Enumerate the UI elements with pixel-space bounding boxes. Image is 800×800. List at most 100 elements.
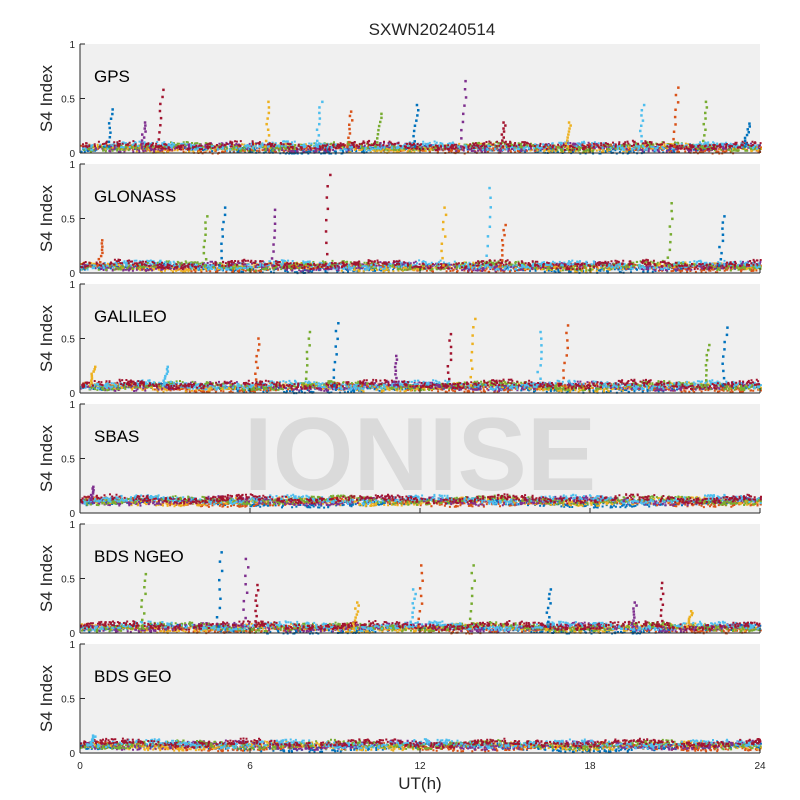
- spike-point: [202, 251, 206, 255]
- spike-point: [666, 256, 670, 259]
- y-tick-label: 0: [69, 149, 75, 160]
- spike-point: [108, 136, 112, 139]
- spike-point: [661, 592, 665, 596]
- spike-point: [687, 617, 691, 621]
- spike-point: [417, 617, 420, 621]
- spike-point: [264, 139, 268, 143]
- spike-point: [203, 239, 206, 243]
- spike-point: [254, 599, 257, 602]
- spike-point: [473, 579, 476, 582]
- spike-point: [676, 101, 680, 104]
- spike-point: [326, 207, 330, 211]
- spike-point: [468, 617, 472, 621]
- spike-point: [661, 603, 665, 606]
- spike-point: [165, 368, 169, 371]
- spike-point: [640, 124, 643, 127]
- x-tick-label: 6: [247, 761, 253, 772]
- spike-point: [722, 376, 726, 380]
- spike-point: [449, 345, 453, 349]
- spike-point: [459, 145, 463, 148]
- spike-point: [414, 592, 417, 596]
- panel-label: GLONASS: [94, 187, 176, 206]
- spike-point: [90, 377, 94, 380]
- spike-point: [143, 579, 147, 582]
- spike-point: [420, 602, 424, 605]
- spike-point: [748, 122, 751, 125]
- spike-point: [202, 245, 206, 249]
- spike: [107, 108, 114, 148]
- spike-point: [412, 129, 416, 133]
- spike-point: [158, 109, 162, 113]
- spike-point: [380, 112, 383, 116]
- spike-point: [721, 239, 725, 243]
- spike-point: [632, 619, 635, 622]
- spike-point: [348, 127, 351, 131]
- spike-point: [502, 127, 505, 130]
- spike-point: [218, 606, 222, 610]
- spike-point: [703, 134, 706, 137]
- spike-point: [474, 317, 477, 321]
- spike-point: [166, 370, 170, 373]
- panel-sbas: 0 0.5 1 SBAS S4 Index: [37, 400, 762, 520]
- spike-point: [334, 345, 337, 348]
- spike-point: [413, 124, 417, 127]
- spike-point: [204, 258, 208, 261]
- spike-point: [489, 206, 492, 209]
- spike-point: [379, 120, 382, 124]
- spike-point: [324, 230, 328, 233]
- spike-point: [354, 616, 357, 619]
- spike-point: [141, 625, 144, 628]
- spike: [562, 324, 570, 387]
- spike-point: [470, 587, 474, 590]
- spike-point: [143, 612, 146, 615]
- y-tick-label: 0.5: [61, 455, 75, 466]
- spike-point: [472, 564, 475, 567]
- y-tick-label: 0: [69, 629, 75, 640]
- spike-point: [411, 611, 414, 614]
- spike-point: [536, 370, 539, 374]
- spike-point: [567, 121, 571, 124]
- spike-point: [354, 607, 357, 610]
- spike-point: [90, 379, 93, 382]
- spike-point: [220, 249, 223, 253]
- spike-point: [217, 625, 220, 628]
- spike-point: [409, 620, 412, 624]
- spike-point: [677, 86, 680, 89]
- spike-point: [255, 354, 258, 358]
- spike-point: [242, 599, 246, 603]
- spike-point: [469, 625, 472, 628]
- spike-point: [394, 369, 398, 372]
- spike-point: [565, 354, 568, 357]
- spike-point: [377, 128, 380, 132]
- spike-point: [717, 264, 721, 267]
- spike-point: [333, 384, 336, 387]
- spike-point: [486, 235, 490, 238]
- series-points: [81, 378, 761, 391]
- panel-label: BDS NGEO: [94, 547, 184, 566]
- panel-bds-ngeo: 0 0.5 1 BDS NGEO S4 Index: [37, 520, 762, 640]
- spike-point: [488, 186, 491, 190]
- spike-point: [411, 616, 414, 619]
- spike-point: [352, 622, 355, 625]
- spike-point: [671, 217, 674, 221]
- spike-point: [348, 132, 352, 135]
- spike-point: [668, 264, 671, 267]
- spike-point: [639, 129, 642, 133]
- spike-point: [723, 340, 726, 344]
- spike-point: [566, 136, 569, 139]
- spike-point: [688, 615, 692, 619]
- spike: [468, 564, 476, 628]
- spike-point: [640, 114, 643, 117]
- panel-background: [80, 164, 760, 273]
- spike-point: [92, 736, 95, 739]
- spike-point: [548, 592, 551, 596]
- spike-point: [444, 235, 447, 238]
- series-points: [80, 737, 762, 749]
- y-tick-label: 1: [69, 640, 75, 651]
- spike-point: [413, 597, 416, 600]
- spike-point: [304, 377, 308, 380]
- spike-point: [392, 380, 396, 383]
- y-tick-label: 1: [69, 160, 75, 171]
- spike-point: [635, 604, 638, 607]
